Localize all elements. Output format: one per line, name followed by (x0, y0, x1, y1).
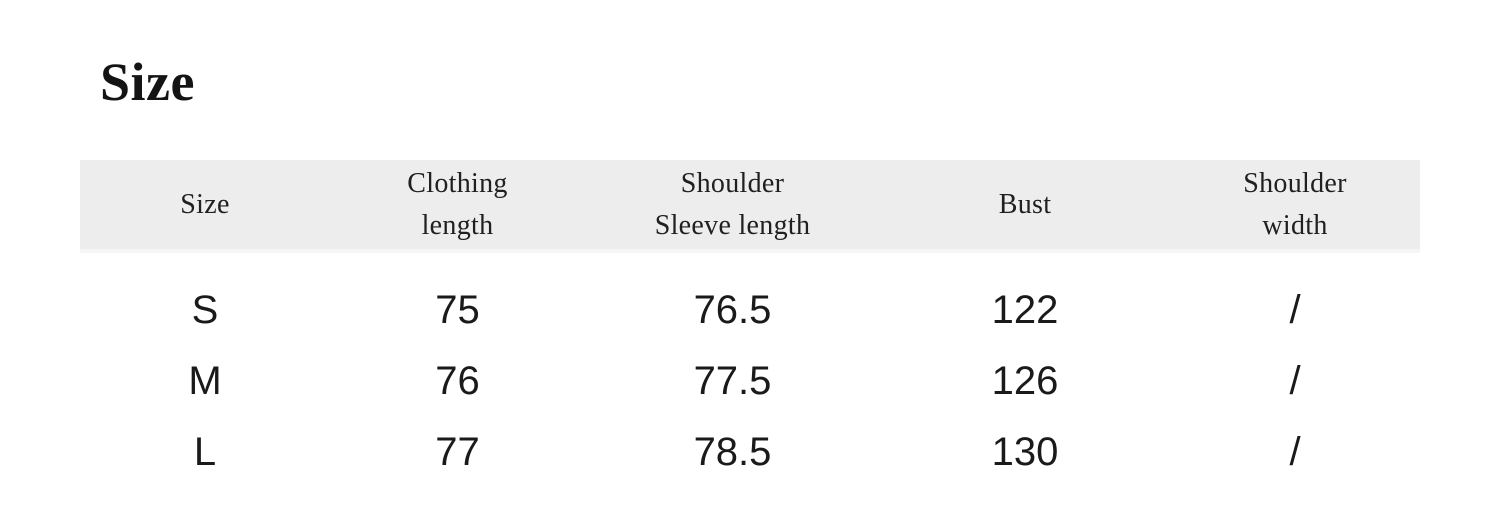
table-header-row: Size Clothing length Shoulder Sleeve len… (80, 160, 1420, 253)
cell-size: S (191, 287, 219, 332)
header-label: Bust (998, 188, 1052, 220)
size-table: Size Clothing length Shoulder Sleeve len… (80, 160, 1420, 487)
cell-clothing-length: 76 (435, 358, 480, 403)
table-row-s: S 75 76.5 122 / (80, 274, 1420, 345)
header-cell-size: Size (80, 160, 330, 249)
cell-size: L (193, 429, 217, 474)
cell-size: M (188, 358, 222, 403)
header-label: Clothing (407, 167, 508, 199)
header-label: length (421, 209, 494, 241)
section-title: Size (100, 52, 195, 112)
cell-shoulder-width: / (1289, 287, 1301, 332)
cell-shoulder-sleeve-length: 78.5 (693, 429, 772, 474)
header-label: Size (180, 188, 230, 220)
table-row-m: M 76 77.5 126 / (80, 345, 1420, 416)
header-cell-shoulder-width: Shoulder width (1170, 160, 1420, 249)
header-cell-clothing-length: Clothing length (330, 160, 585, 249)
cell-bust: 126 (991, 358, 1059, 403)
table-row-l: L 77 78.5 130 / (80, 416, 1420, 487)
cell-bust: 130 (991, 429, 1059, 474)
header-label: Sleeve length (654, 209, 811, 241)
cell-shoulder-sleeve-length: 76.5 (693, 287, 772, 332)
header-label: Shoulder (1243, 167, 1347, 199)
header-label: width (1262, 209, 1328, 241)
cell-clothing-length: 75 (435, 287, 480, 332)
table-body: S 75 76.5 122 / M 76 77.5 126 / L 77 78.… (80, 253, 1420, 487)
header-cell-shoulder-sleeve-length: Shoulder Sleeve length (585, 160, 880, 249)
cell-shoulder-sleeve-length: 77.5 (693, 358, 772, 403)
cell-shoulder-width: / (1289, 358, 1301, 403)
cell-clothing-length: 77 (435, 429, 480, 474)
cell-bust: 122 (991, 287, 1059, 332)
header-label: Shoulder (680, 167, 785, 199)
cell-shoulder-width: / (1289, 429, 1301, 474)
header-cell-bust: Bust (880, 160, 1170, 249)
